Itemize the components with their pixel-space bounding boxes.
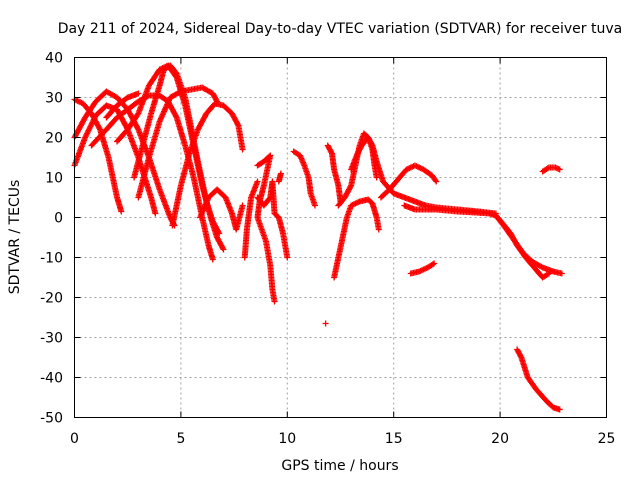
series-arc21 bbox=[377, 162, 440, 201]
data-point bbox=[219, 245, 226, 252]
series-arc14 bbox=[275, 170, 284, 185]
series-arc18 bbox=[331, 196, 382, 281]
chart-title: Day 211 of 2024, Sidereal Day-to-day VTE… bbox=[58, 21, 622, 37]
y-tick-label: -30 bbox=[40, 331, 63, 347]
data-point bbox=[373, 174, 380, 181]
data-point bbox=[431, 260, 438, 267]
series-arc8 bbox=[135, 84, 221, 201]
y-tick-label: 0 bbox=[54, 211, 63, 227]
y-tick-label: -50 bbox=[40, 411, 63, 427]
data-point bbox=[172, 113, 179, 120]
y-tick-label: -10 bbox=[40, 251, 63, 267]
data-point bbox=[517, 353, 524, 360]
data-point bbox=[271, 298, 278, 305]
x-tick-label: 10 bbox=[278, 431, 296, 447]
data-point bbox=[239, 146, 246, 153]
series-arc5 bbox=[103, 90, 142, 121]
data-point bbox=[375, 226, 382, 233]
x-tick-label: 25 bbox=[598, 431, 616, 447]
data-point bbox=[553, 165, 560, 172]
data-point bbox=[328, 149, 335, 156]
data-point bbox=[556, 166, 563, 173]
data-point bbox=[347, 183, 354, 190]
x-axis-tick-labels: 0 5 10 15 20 25 bbox=[70, 431, 615, 447]
data-point bbox=[220, 246, 227, 253]
data-point bbox=[311, 202, 318, 209]
data-point bbox=[544, 165, 551, 172]
data-point bbox=[429, 261, 436, 268]
data-point bbox=[368, 141, 375, 148]
data-point bbox=[134, 125, 141, 132]
data-point bbox=[254, 178, 261, 185]
y-axis-title: SDTVAR / TECUs bbox=[7, 180, 23, 295]
x-tick-label: 15 bbox=[385, 431, 403, 447]
x-axis-title: GPS time / hours bbox=[281, 458, 398, 474]
data-point bbox=[152, 210, 159, 217]
data-point bbox=[538, 263, 545, 270]
data-point bbox=[556, 406, 563, 413]
x-tick-label: 0 bbox=[70, 431, 79, 447]
data-points bbox=[71, 62, 565, 413]
data-point bbox=[433, 178, 440, 185]
data-point bbox=[239, 202, 246, 209]
x-tick-label: 5 bbox=[176, 431, 185, 447]
y-axis-tick-labels: -50 -40 -30 -20 -10 0 10 20 30 40 bbox=[40, 51, 63, 427]
data-point bbox=[216, 230, 223, 237]
data-point bbox=[96, 125, 103, 132]
data-point bbox=[234, 121, 241, 128]
series-arc13 bbox=[254, 178, 291, 261]
series-arc9 bbox=[169, 100, 246, 229]
y-tick-label: -20 bbox=[40, 291, 63, 307]
data-point bbox=[135, 90, 142, 97]
series-arc25 bbox=[539, 164, 563, 175]
y-tick-label: 30 bbox=[45, 91, 63, 107]
data-point bbox=[176, 89, 183, 96]
series-arc11 bbox=[241, 178, 261, 261]
series-arc12 bbox=[254, 152, 278, 305]
series-arc24 bbox=[407, 260, 438, 277]
data-point bbox=[277, 170, 284, 177]
data-point bbox=[558, 270, 565, 277]
y-tick-label: 20 bbox=[45, 131, 63, 147]
plot-frame bbox=[74, 57, 607, 418]
series-arc16 bbox=[322, 320, 329, 327]
series-arc1 bbox=[71, 96, 125, 215]
y-tick-label: 10 bbox=[45, 171, 63, 187]
y-tick-label: -40 bbox=[40, 371, 63, 387]
data-point bbox=[432, 177, 439, 184]
series-arc17 bbox=[324, 142, 344, 205]
series-arc15 bbox=[290, 148, 318, 209]
series-arc23 bbox=[492, 212, 565, 277]
x-tick-label: 20 bbox=[491, 431, 509, 447]
data-point bbox=[118, 208, 125, 215]
y-tick-label: 40 bbox=[45, 51, 63, 67]
data-point bbox=[284, 254, 291, 261]
data-point bbox=[215, 229, 222, 236]
data-point bbox=[555, 165, 562, 172]
data-point bbox=[322, 320, 329, 327]
data-point bbox=[209, 256, 216, 263]
series-arc10 bbox=[197, 186, 246, 233]
series-arc26 bbox=[514, 346, 563, 413]
axis-ticks bbox=[74, 57, 607, 418]
